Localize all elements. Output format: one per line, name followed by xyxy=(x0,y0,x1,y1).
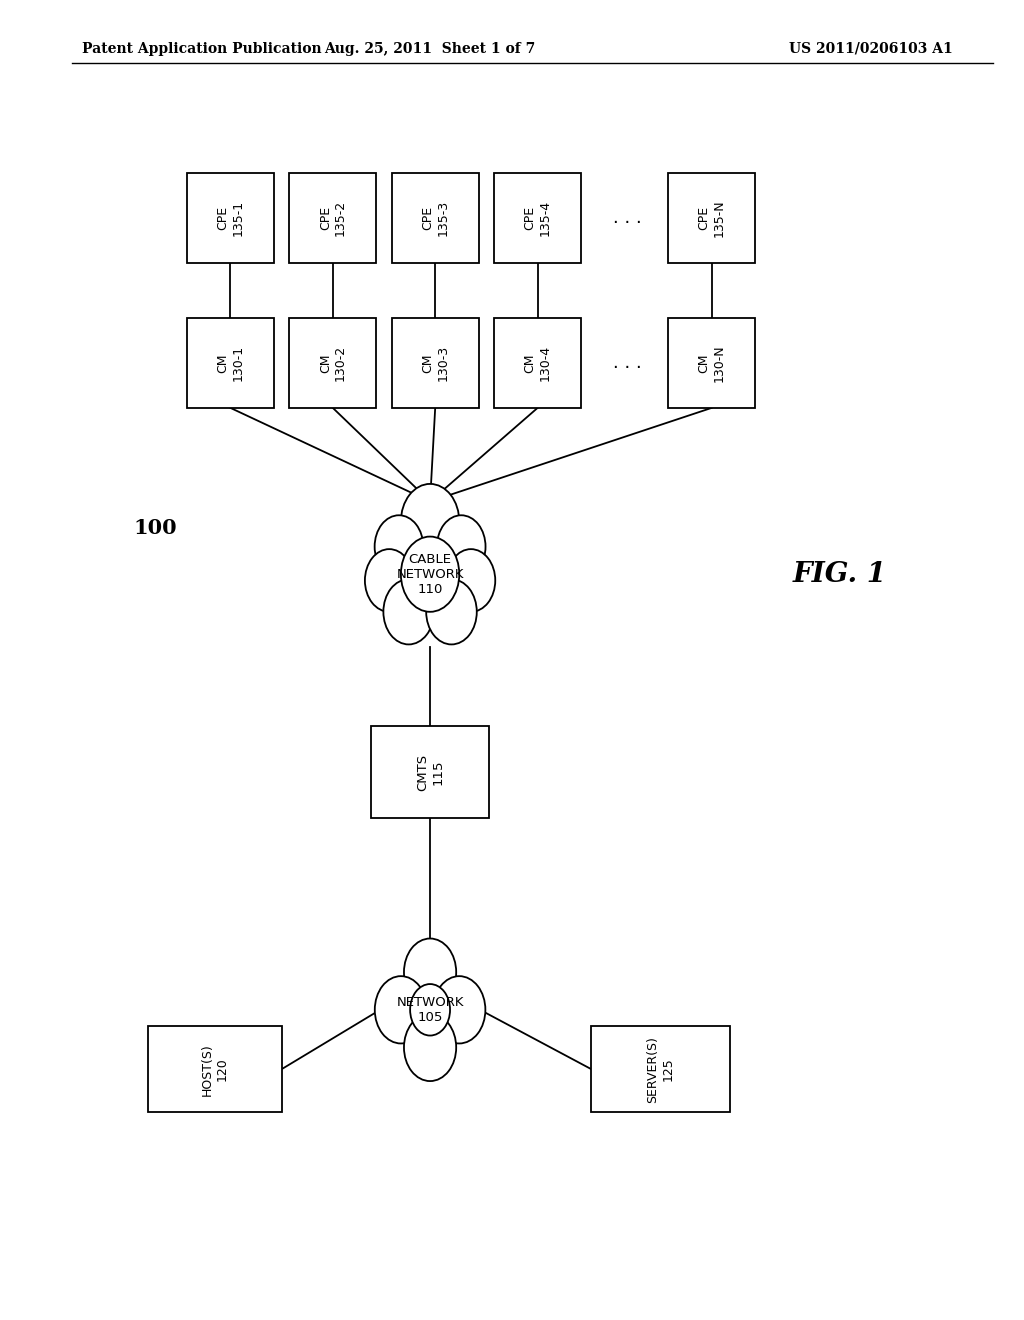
Bar xyxy=(290,318,377,408)
Bar xyxy=(495,318,582,408)
Circle shape xyxy=(446,549,496,612)
Circle shape xyxy=(410,983,451,1035)
Circle shape xyxy=(375,515,423,578)
Bar xyxy=(186,318,274,408)
Text: NETWORK
105: NETWORK 105 xyxy=(396,995,464,1024)
Text: Patent Application Publication: Patent Application Publication xyxy=(82,42,322,55)
Circle shape xyxy=(400,537,459,612)
Bar xyxy=(186,173,274,263)
Bar xyxy=(668,173,755,263)
Bar xyxy=(668,318,755,408)
Bar xyxy=(371,726,489,818)
Text: SERVER(S)
125: SERVER(S) 125 xyxy=(646,1036,675,1102)
Circle shape xyxy=(400,484,459,560)
Circle shape xyxy=(383,579,434,644)
Text: CABLE
NETWORK
110: CABLE NETWORK 110 xyxy=(396,553,464,595)
Text: US 2011/0206103 A1: US 2011/0206103 A1 xyxy=(788,42,952,55)
Text: CM
130-4: CM 130-4 xyxy=(523,345,552,381)
Bar xyxy=(391,173,479,263)
Text: HOST(S)
120: HOST(S) 120 xyxy=(201,1043,229,1096)
Text: . . .: . . . xyxy=(613,354,642,372)
Bar xyxy=(592,1027,729,1111)
Text: CM
130-1: CM 130-1 xyxy=(216,345,245,381)
Text: CM
130-3: CM 130-3 xyxy=(421,345,450,381)
Circle shape xyxy=(403,1014,457,1081)
Text: CPE
135-N: CPE 135-N xyxy=(697,199,726,236)
Bar xyxy=(290,173,377,263)
Text: . . .: . . . xyxy=(613,209,642,227)
Circle shape xyxy=(433,977,485,1043)
Text: CPE
135-4: CPE 135-4 xyxy=(523,199,552,236)
Text: FIG. 1: FIG. 1 xyxy=(793,561,887,587)
Text: CMTS
115: CMTS 115 xyxy=(416,754,444,791)
Text: 100: 100 xyxy=(133,517,177,539)
Text: CPE
135-3: CPE 135-3 xyxy=(421,199,450,236)
Text: CPE
135-2: CPE 135-2 xyxy=(318,199,347,236)
Circle shape xyxy=(426,579,477,644)
Text: CM
130-2: CM 130-2 xyxy=(318,345,347,381)
Text: CPE
135-1: CPE 135-1 xyxy=(216,199,245,236)
Circle shape xyxy=(437,515,485,578)
Bar xyxy=(495,173,582,263)
Circle shape xyxy=(403,939,457,1006)
Text: CM
130-N: CM 130-N xyxy=(697,345,726,381)
Bar xyxy=(148,1027,282,1111)
Bar xyxy=(391,318,479,408)
Circle shape xyxy=(365,549,414,612)
Circle shape xyxy=(375,977,427,1043)
Text: Aug. 25, 2011  Sheet 1 of 7: Aug. 25, 2011 Sheet 1 of 7 xyxy=(325,42,536,55)
